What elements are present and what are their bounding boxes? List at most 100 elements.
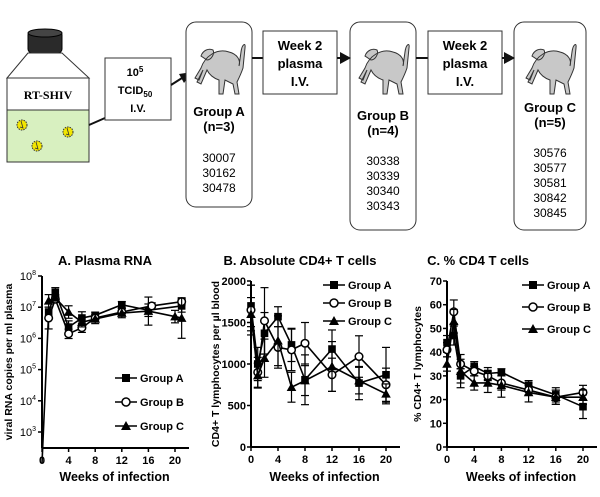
legend-label: Group A	[348, 280, 392, 292]
legend-entry: Group A	[115, 373, 184, 385]
x-tick-label: 8	[92, 455, 98, 467]
data-point	[578, 392, 588, 401]
x-tick-label: 0	[444, 454, 450, 466]
legend-label: Group B	[348, 298, 392, 310]
legend-label: Group C	[348, 316, 392, 328]
data-point	[118, 300, 126, 309]
x-tick-label: 16	[142, 455, 154, 467]
data-point	[90, 314, 100, 323]
bottle-label-area	[6, 77, 90, 111]
series-group-c	[246, 297, 391, 405]
data-point	[354, 351, 364, 362]
x-tick-label: 8	[302, 454, 308, 466]
data-point	[497, 368, 506, 377]
group-name: Group A	[193, 104, 245, 119]
data-point	[381, 389, 391, 398]
y-tick-label: 108	[20, 270, 36, 283]
data-point	[43, 296, 54, 305]
x-tick-label: 16	[550, 454, 562, 466]
y-tick-label: 1500	[222, 318, 246, 330]
legend-entry: Group B	[115, 397, 184, 409]
group-name: Group B	[357, 108, 409, 123]
legend-marker	[529, 281, 537, 289]
data-point	[143, 306, 154, 315]
arrow-icon	[504, 52, 515, 64]
x-tick-label: 4	[66, 455, 73, 467]
transfer-text: I.V.	[456, 74, 474, 89]
legend-marker	[528, 324, 538, 333]
legend-entry: Group B	[323, 298, 392, 310]
y-tick-label: 107	[20, 301, 36, 314]
chart-title: B. Absolute CD4+ T cells	[223, 253, 376, 268]
series-group-a	[443, 325, 587, 420]
chart-title: A. Plasma RNA	[58, 253, 153, 268]
data-point	[450, 331, 458, 340]
y-tick-label: 106	[20, 332, 36, 345]
y-tick-label: 20	[430, 395, 442, 407]
x-tick-label: 20	[380, 454, 392, 466]
animal-id: 30340	[366, 184, 400, 198]
data-point	[64, 323, 73, 331]
data-point	[523, 387, 534, 397]
data-point	[176, 313, 187, 322]
legend-entry: Group C	[522, 324, 591, 336]
inoculum-box: 105 TCID50 I.V.	[104, 57, 172, 121]
animal-id: 30343	[366, 199, 400, 213]
data-point	[246, 309, 256, 318]
y-tick-label: 40	[430, 347, 442, 359]
y-tick-label: 50	[430, 323, 442, 335]
legend-marker	[528, 302, 538, 312]
group-size: (n=3)	[203, 119, 234, 134]
animal-id: 30162	[202, 166, 236, 180]
x-tick-label: 12	[522, 454, 534, 466]
series-group-c	[43, 293, 187, 339]
legend-marker	[122, 374, 130, 382]
animal-id: 30845	[533, 206, 567, 220]
y-tick-label: 70	[430, 276, 442, 288]
y-axis-label: % CD4+ T lymphocytes	[412, 306, 424, 422]
monkey-icon	[194, 44, 246, 95]
data-point	[117, 308, 127, 317]
data-point	[551, 392, 561, 401]
series-line	[47, 296, 182, 335]
experiment-diagram: RT-SHIV 105 TCID50 I.V. Group A(n=3) 3000…	[5, 21, 587, 231]
x-tick-label: 20	[169, 455, 181, 467]
group-size: (n=5)	[534, 115, 565, 130]
data-point	[44, 313, 54, 323]
legend-marker	[330, 281, 338, 289]
transfer-text: plasma	[278, 56, 324, 71]
legend-entry: Group C	[115, 421, 184, 433]
chart-title: C. % CD4 T cells	[427, 253, 529, 268]
chart-a: A. Plasma RNA viral RNA copies per ml pla…	[3, 253, 189, 484]
y-tick-label: 60	[430, 300, 442, 312]
animal-id: 30581	[533, 176, 567, 190]
data-point	[50, 293, 61, 302]
y-tick-label: 105	[20, 364, 36, 377]
data-point	[64, 329, 74, 339]
data-point	[286, 345, 297, 355]
bottle-liquid	[6, 109, 90, 163]
x-tick-label: 4	[275, 454, 282, 466]
transfer-box-1: Week 2 plasma I.V.	[252, 30, 351, 95]
legend-marker	[121, 421, 131, 430]
data-point	[300, 338, 310, 348]
legend-label: Group C	[140, 421, 184, 433]
virus-particle-icon	[62, 126, 74, 138]
data-point	[496, 380, 507, 390]
transfer-text: Week 2	[443, 38, 488, 53]
y-tick-label: 10	[430, 418, 442, 430]
animal-id: 30577	[533, 161, 567, 175]
data-point	[300, 375, 310, 385]
bottle-label: RT-SHIV	[24, 88, 73, 102]
animal-id: 30007	[202, 151, 236, 165]
legend-label: Group A	[140, 373, 184, 385]
transfer-box-2: Week 2 plasma I.V.	[416, 30, 515, 95]
legend-entry: Group A	[323, 280, 392, 292]
data-point	[354, 375, 364, 385]
y-tick-label: 1000	[222, 359, 246, 371]
legend-marker	[121, 397, 131, 407]
data-point	[77, 317, 87, 327]
inoculum-dose: 105	[127, 65, 144, 79]
